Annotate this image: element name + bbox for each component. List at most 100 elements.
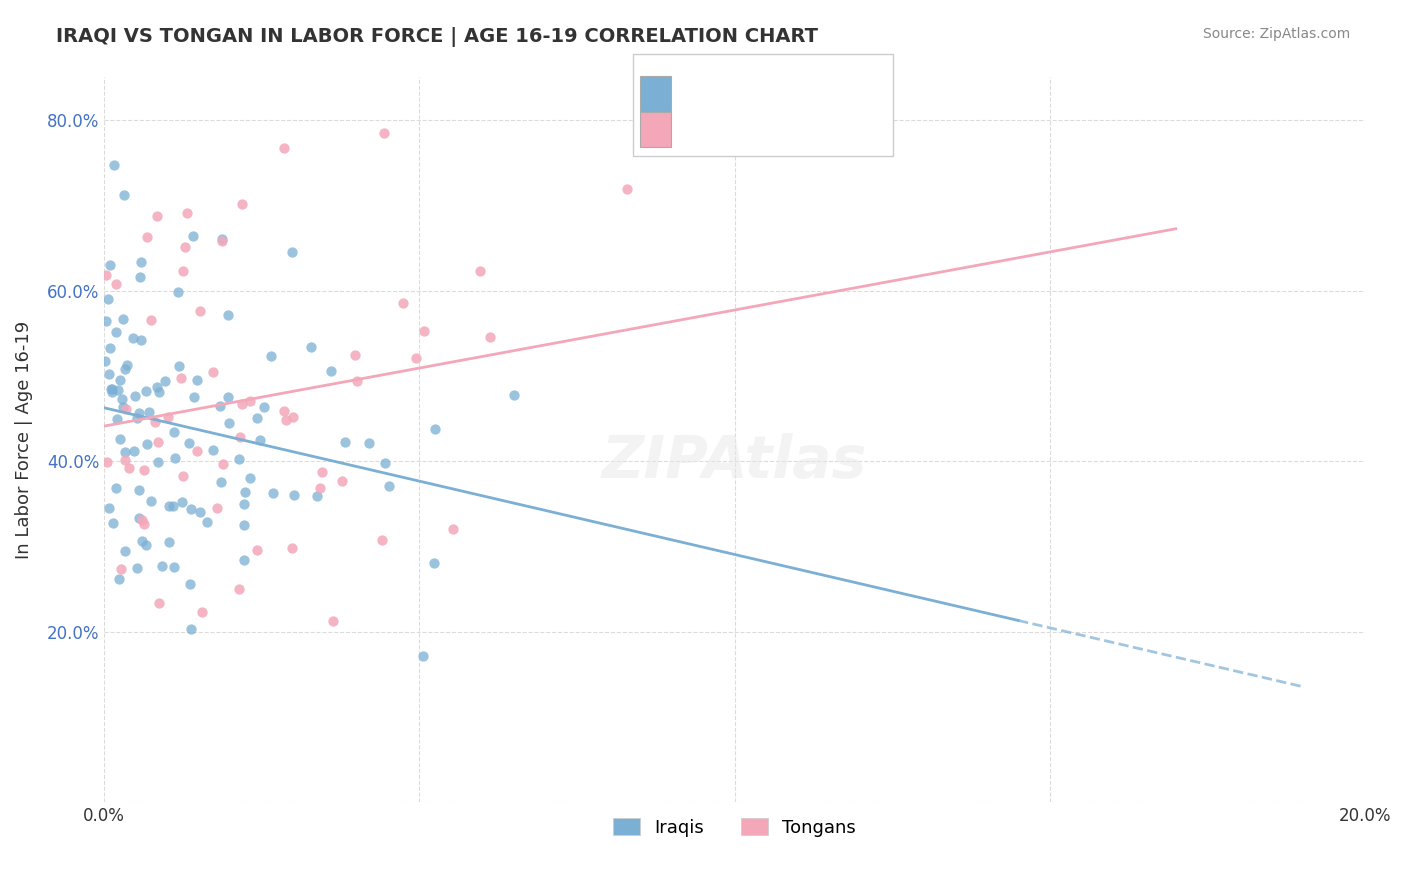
Point	[94, 354, 117, 368]
Point	[162, 499, 184, 513]
Point	[114, 544, 136, 558]
Point	[330, 474, 353, 488]
Point	[374, 456, 396, 470]
Point	[392, 296, 415, 310]
Point	[202, 442, 225, 457]
Point	[167, 285, 190, 300]
Point	[163, 425, 186, 440]
Point	[146, 434, 169, 449]
Point	[110, 432, 132, 446]
Text: Source: ZipAtlas.com: Source: ZipAtlas.com	[1202, 27, 1350, 41]
Point	[405, 351, 427, 365]
Point	[139, 493, 162, 508]
Point	[177, 436, 200, 450]
Point	[156, 409, 179, 424]
Text: 98: 98	[848, 85, 873, 103]
Point	[176, 206, 198, 220]
Point	[370, 533, 392, 547]
Point	[186, 373, 208, 387]
Y-axis label: In Labor Force | Age 16-19: In Labor Force | Age 16-19	[15, 321, 32, 559]
Point	[218, 416, 240, 430]
Point	[233, 553, 256, 567]
Point	[413, 325, 436, 339]
Text: R =: R =	[679, 85, 718, 103]
Point	[121, 331, 143, 345]
Point	[136, 230, 159, 244]
Text: ZIPAtlas: ZIPAtlas	[602, 434, 868, 490]
Point	[103, 159, 125, 173]
Point	[100, 384, 122, 399]
Point	[425, 422, 447, 436]
Point	[138, 405, 160, 419]
Point	[173, 468, 195, 483]
Point	[228, 582, 250, 596]
Point	[104, 482, 127, 496]
Point	[299, 340, 322, 354]
Point	[118, 461, 141, 475]
Point	[107, 383, 129, 397]
Point	[131, 255, 153, 269]
Legend: Iraqis, Tongans: Iraqis, Tongans	[606, 811, 863, 844]
Point	[281, 541, 304, 556]
Point	[232, 517, 254, 532]
Point	[412, 648, 434, 663]
Point	[309, 481, 332, 495]
Point	[283, 488, 305, 502]
Point	[143, 415, 166, 429]
Point	[125, 411, 148, 425]
Point	[139, 313, 162, 327]
Point	[172, 495, 194, 509]
Point	[146, 455, 169, 469]
Point	[115, 401, 138, 416]
Point	[186, 443, 208, 458]
Text: 0.106: 0.106	[731, 120, 794, 138]
Point	[191, 605, 214, 619]
Point	[441, 522, 464, 536]
Point	[181, 228, 204, 243]
Point	[179, 577, 201, 591]
Point	[135, 384, 157, 398]
Point	[157, 535, 180, 549]
Text: -0.124: -0.124	[731, 85, 796, 103]
Point	[170, 370, 193, 384]
Point	[373, 126, 395, 140]
Point	[100, 382, 122, 396]
Point	[209, 399, 232, 413]
Point	[94, 268, 117, 282]
Point	[131, 533, 153, 548]
Point	[228, 451, 250, 466]
Point	[105, 412, 128, 426]
Point	[188, 304, 211, 318]
Point	[281, 245, 304, 260]
Point	[503, 388, 526, 402]
Point	[105, 326, 128, 340]
Point	[217, 308, 239, 322]
Point	[172, 264, 194, 278]
Point	[207, 500, 229, 515]
Point	[232, 497, 254, 511]
Point	[209, 475, 232, 490]
Point	[470, 264, 492, 278]
Point	[112, 311, 135, 326]
Point	[167, 359, 190, 373]
Point	[195, 515, 218, 529]
Point	[233, 485, 256, 500]
Point	[253, 401, 276, 415]
Point	[228, 430, 250, 444]
Point	[262, 485, 284, 500]
Point	[125, 560, 148, 574]
Point	[343, 348, 366, 362]
Point	[231, 197, 253, 211]
Point	[100, 382, 122, 396]
Point	[135, 538, 157, 552]
Point	[378, 479, 401, 493]
Point	[307, 490, 329, 504]
Text: N =: N =	[801, 85, 841, 103]
Point	[107, 573, 129, 587]
Point	[153, 374, 176, 388]
Point	[128, 511, 150, 525]
Point	[239, 394, 262, 409]
Point	[122, 444, 145, 458]
Text: R =: R =	[679, 120, 718, 138]
Point	[148, 596, 170, 610]
